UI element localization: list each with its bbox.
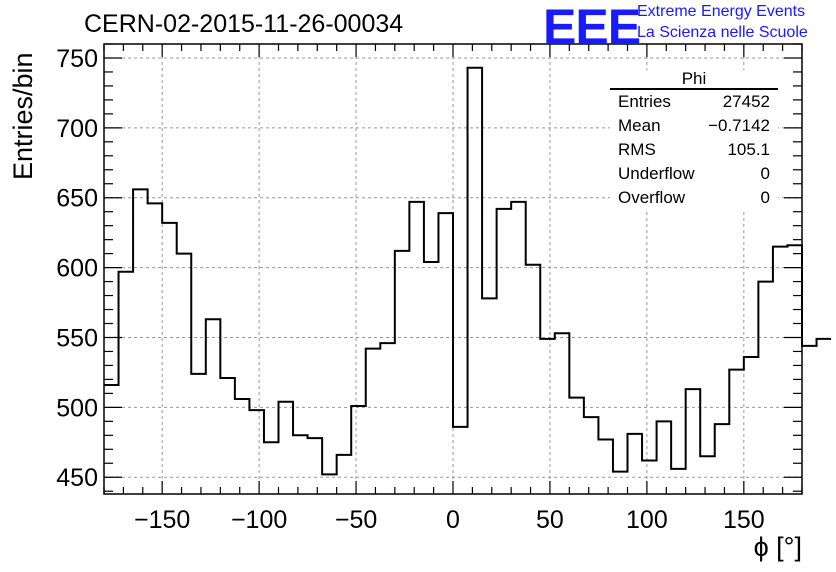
histogram-bin [337, 455, 352, 494]
y-tick-label: 600 [56, 255, 98, 283]
histogram-bin [133, 189, 148, 494]
histogram-bin [671, 469, 686, 494]
histogram-bin [744, 357, 759, 494]
histogram-bin [569, 398, 584, 494]
histogram-bin [264, 442, 279, 494]
histogram-bin [206, 319, 221, 494]
x-axis-label: ϕ [°] [753, 532, 802, 562]
histogram-bin [482, 298, 497, 494]
stats-value: 27452 [722, 92, 770, 111]
x-tick-label: 100 [626, 506, 668, 534]
histogram-bin [351, 406, 366, 494]
y-axis-label: Entries/bin [8, 52, 38, 180]
histogram-bin [380, 343, 395, 494]
eee-logo: EEE [543, 0, 641, 55]
histogram-bin [657, 421, 672, 494]
histogram-bin [409, 202, 424, 494]
histogram-bin [424, 262, 439, 494]
chart-title: CERN-02-2015-11-26-00034 [84, 10, 404, 38]
stats-value: 0 [760, 188, 770, 207]
histogram-bin [119, 272, 134, 494]
histogram-bin [584, 417, 599, 494]
histogram-bin [148, 203, 163, 494]
histogram-bin [162, 223, 177, 494]
logo-line-2: La Scienza nelle Scuole [637, 24, 808, 41]
histogram-bin [729, 370, 744, 494]
histogram-bin [817, 339, 832, 494]
histogram-bin [526, 265, 541, 494]
stats-row: Mean −0.7142 [610, 114, 778, 138]
stats-row: RMS 105.1 [610, 138, 778, 162]
stats-box: Phi Entries 27452 Mean −0.7142 RMS 105.1 Un… [610, 70, 778, 210]
histogram-bin [395, 251, 410, 494]
logo-line-1: Extreme Energy Events [637, 3, 806, 20]
stats-label: Mean [618, 116, 661, 135]
histogram-bin [220, 378, 235, 494]
y-tick-label: 450 [56, 464, 98, 492]
histogram-bin [293, 435, 308, 494]
histogram-bin [686, 389, 701, 494]
stats-value: 105.1 [727, 140, 770, 159]
histogram-bin [497, 209, 512, 494]
histogram-bin [700, 456, 715, 494]
histogram-bin [308, 438, 323, 494]
stats-value: 0 [760, 164, 770, 183]
x-tick-label: 50 [536, 506, 564, 534]
histogram-bin [453, 427, 468, 494]
histogram-bin [366, 349, 381, 494]
histogram-outline [104, 66, 832, 476]
stats-row: Overflow 0 [610, 186, 778, 210]
y-tick-label: 500 [56, 394, 98, 422]
stats-label: Overflow [618, 188, 686, 207]
x-tick-label: −50 [335, 506, 377, 534]
stats-title: Phi [610, 70, 778, 90]
y-tick-label: 650 [56, 185, 98, 213]
x-tick-label: −150 [134, 506, 190, 534]
stats-label: Underflow [618, 164, 695, 183]
stats-value: −0.7142 [708, 116, 770, 135]
axis-ticks [103, 43, 803, 494]
histogram-bin [715, 424, 730, 494]
histogram-bin [438, 213, 453, 494]
histogram-bin [555, 333, 570, 494]
histogram-bin [613, 472, 628, 494]
histogram-bin [758, 282, 773, 494]
histogram-bin [802, 346, 817, 494]
histogram-bin [598, 439, 613, 494]
histogram-bin [235, 399, 250, 494]
histogram-bars [104, 66, 832, 494]
stats-row: Entries 27452 [610, 90, 778, 114]
histogram-bin [628, 434, 643, 494]
x-tick-label: 0 [446, 506, 460, 534]
stats-row: Underflow 0 [610, 162, 778, 186]
y-tick-label: 750 [56, 45, 98, 73]
histogram-bin [249, 410, 264, 494]
histogram-bin [468, 68, 483, 494]
histogram-bin [191, 374, 206, 494]
y-tick-label: 550 [56, 324, 98, 352]
histogram-bin [540, 339, 555, 494]
x-tick-label: −100 [231, 506, 287, 534]
stats-label: Entries [618, 92, 671, 111]
histogram-bin [773, 247, 788, 494]
histogram-bin [279, 402, 294, 494]
stats-label: RMS [618, 140, 656, 159]
histogram-bin [177, 254, 192, 494]
histogram-bin [511, 202, 526, 494]
tick-labels: −150 −100 −50 0 50 100 150 450 500 550 600 650 700 75… [56, 45, 764, 534]
histogram-bin [787, 245, 802, 494]
x-tick-label: 150 [723, 506, 765, 534]
y-tick-label: 700 [56, 115, 98, 143]
